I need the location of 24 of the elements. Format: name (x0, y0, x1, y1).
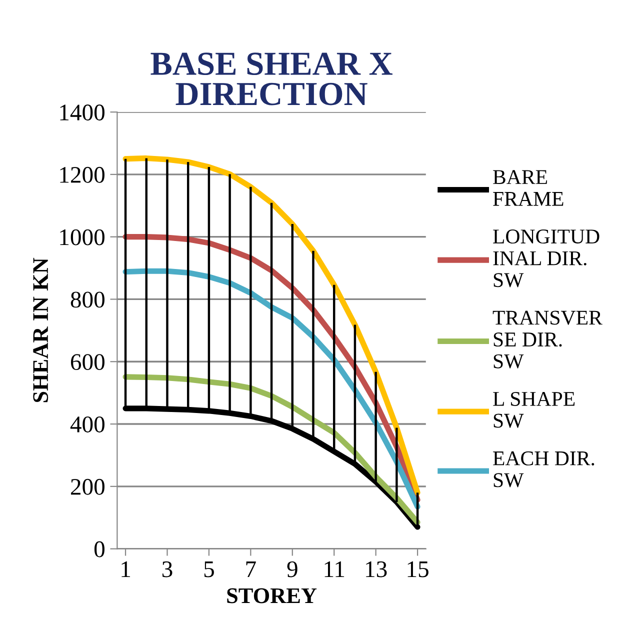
legend-label: EACH DIR. SW (493, 451, 594, 488)
y-tick-label: 0 (94, 541, 104, 558)
legend-label: L SHAPE SW (493, 392, 575, 428)
x-tick-label: 15 (408, 561, 428, 578)
legend-label: TRANSVERSE DIR. SW (492, 310, 602, 368)
y-tick-label: 400 (70, 416, 104, 432)
y-tick-label: 1400 (60, 104, 104, 120)
x-tick-label: 7 (246, 562, 256, 577)
legend-label: BARE FRAME (493, 170, 564, 206)
x-tick-label: 11 (324, 561, 344, 577)
y-axis-title: SHEAR IN KN (33, 258, 48, 402)
x-tick-label: 5 (204, 562, 214, 578)
y-tick-label: 800 (70, 292, 104, 308)
y-tick-label: 1200 (60, 166, 104, 183)
x-axis-title: STOREY (227, 588, 317, 604)
legend-label: LONGITUDINAL DIR. SW (493, 230, 600, 288)
y-tick-label: 200 (70, 478, 104, 495)
y-tick-label: 1000 (60, 229, 104, 246)
x-tick-label: 1 (122, 561, 130, 577)
x-tick-label: 3 (162, 561, 172, 578)
x-tick-label: 13 (366, 561, 387, 578)
y-tick-label: 600 (70, 354, 104, 370)
chart-title: BASE SHEAR X DIRECTION (150, 52, 392, 106)
x-tick-label: 9 (287, 561, 298, 578)
